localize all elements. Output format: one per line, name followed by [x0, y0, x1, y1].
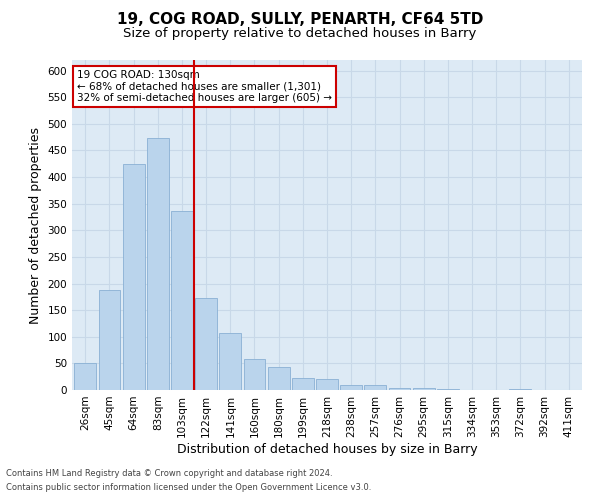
Bar: [340, 384, 362, 390]
X-axis label: Distribution of detached houses by size in Barry: Distribution of detached houses by size …: [176, 442, 478, 456]
Bar: [123, 164, 145, 390]
Bar: [413, 388, 434, 390]
Bar: [98, 290, 121, 390]
Text: 19 COG ROAD: 130sqm
← 68% of detached houses are smaller (1,301)
32% of semi-det: 19 COG ROAD: 130sqm ← 68% of detached ho…: [77, 70, 332, 103]
Bar: [74, 364, 96, 390]
Bar: [244, 358, 265, 390]
Text: Contains public sector information licensed under the Open Government Licence v3: Contains public sector information licen…: [6, 484, 371, 492]
Bar: [268, 366, 290, 390]
Bar: [316, 379, 338, 390]
Bar: [147, 138, 169, 390]
Y-axis label: Number of detached properties: Number of detached properties: [29, 126, 42, 324]
Bar: [195, 298, 217, 390]
Bar: [292, 378, 314, 390]
Text: 19, COG ROAD, SULLY, PENARTH, CF64 5TD: 19, COG ROAD, SULLY, PENARTH, CF64 5TD: [117, 12, 483, 28]
Text: Size of property relative to detached houses in Barry: Size of property relative to detached ho…: [124, 28, 476, 40]
Text: Contains HM Land Registry data © Crown copyright and database right 2024.: Contains HM Land Registry data © Crown c…: [6, 468, 332, 477]
Bar: [171, 211, 193, 390]
Bar: [389, 388, 410, 390]
Bar: [364, 384, 386, 390]
Bar: [220, 332, 241, 390]
